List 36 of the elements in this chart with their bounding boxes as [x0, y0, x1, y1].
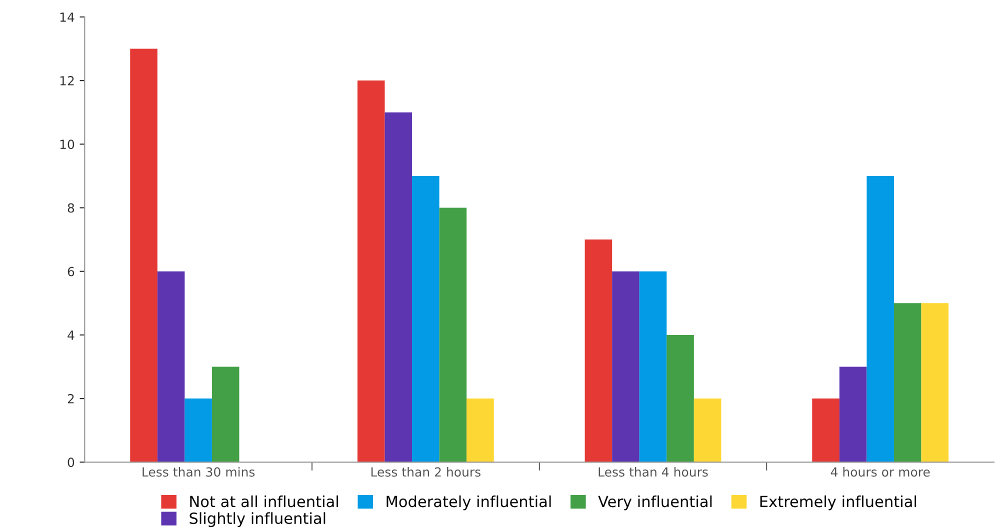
bar	[184, 398, 212, 462]
bar	[812, 398, 840, 462]
bar	[212, 366, 240, 462]
legend-label: Slightly influential	[190, 512, 326, 528]
bar	[612, 271, 640, 462]
y-tick-label: 12	[60, 76, 74, 86]
legend-label: Extremely influential	[760, 495, 916, 510]
bar	[639, 271, 667, 462]
bar	[866, 176, 894, 462]
y-tick-label: 6	[68, 266, 74, 276]
y-tick-label: 0	[68, 458, 74, 468]
y-tick-label: 2	[68, 394, 74, 404]
bar	[357, 80, 385, 462]
legend-label: Very influential	[598, 495, 712, 510]
bar	[130, 48, 158, 462]
y-tick-label: 8	[68, 203, 74, 213]
bar	[384, 112, 412, 462]
bar	[694, 398, 722, 462]
bar	[466, 398, 494, 462]
x-tick-label: 4 hours or more	[830, 467, 930, 477]
bar	[412, 176, 440, 462]
x-tick-label: Less than 30 mins	[142, 467, 255, 477]
y-tick-label: 10	[60, 140, 74, 150]
bar	[839, 366, 867, 462]
bar	[666, 334, 694, 462]
y-tick-label: 14	[60, 12, 74, 22]
bar	[439, 208, 467, 462]
bar	[157, 271, 185, 462]
x-tick-label: Less than 2 hours	[371, 467, 480, 477]
legend-label: Not at all influential	[190, 495, 338, 508]
bar	[921, 303, 949, 462]
y-tick-label: 4	[68, 330, 74, 340]
x-tick-label: Less than 4 hours	[598, 467, 708, 477]
bar	[584, 240, 612, 462]
bar	[894, 303, 922, 462]
legend-label: Moderately influential	[386, 495, 551, 510]
